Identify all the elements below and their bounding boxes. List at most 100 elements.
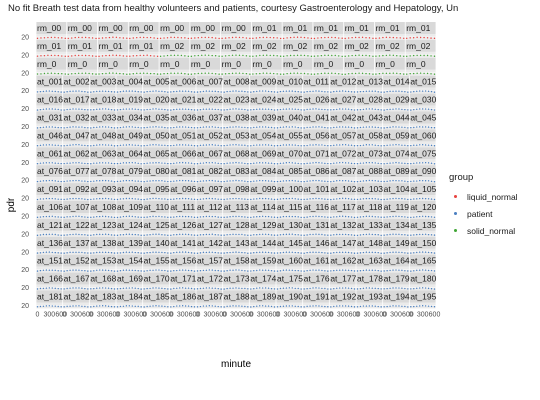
data-point (385, 36, 388, 39)
data-point (361, 36, 364, 39)
data-point (383, 288, 385, 290)
data-point (66, 252, 68, 254)
data-point (99, 180, 101, 182)
data-point (261, 90, 264, 92)
data-point (386, 270, 388, 272)
data-point (66, 305, 68, 308)
data-point (194, 55, 196, 57)
data-point (320, 54, 323, 57)
facet-panel: at_012 (329, 75, 357, 94)
data-point (409, 37, 411, 39)
data-point (288, 197, 291, 200)
data-point (170, 109, 172, 111)
data-point (179, 162, 181, 164)
x-tick-label: 300 (43, 311, 55, 318)
data-point (294, 269, 296, 272)
data-point (214, 251, 216, 254)
facet-strip (356, 165, 383, 178)
data-point (45, 144, 48, 146)
data-point (78, 287, 80, 289)
data-point (300, 91, 302, 93)
data-point (214, 287, 216, 289)
data-point (267, 144, 270, 146)
x-tick-label: 600 (135, 311, 147, 318)
facet-panel: at_063 (89, 147, 117, 166)
data-point (167, 127, 169, 129)
data-point (217, 180, 219, 182)
data-point (90, 216, 92, 219)
facet-strip-label: at_138 (90, 238, 116, 248)
facet-strip-label: at_119 (384, 202, 410, 212)
data-point (199, 180, 202, 182)
data-point (143, 198, 145, 201)
facet-strip (409, 111, 436, 124)
data-point (416, 287, 418, 290)
facet-strip-label: at_019 (117, 95, 143, 105)
data-point (107, 90, 110, 93)
data-point (285, 305, 288, 307)
data-point (155, 251, 157, 253)
facet-panel: at_078 (89, 165, 117, 184)
data-point (87, 91, 89, 93)
data-point (341, 251, 344, 254)
data-point (48, 179, 51, 182)
facet-panel: rm_0 (374, 57, 405, 76)
facet-panel: rm_02 (405, 39, 436, 58)
data-point (424, 126, 427, 128)
data-point (421, 162, 424, 164)
data-point (122, 215, 125, 218)
data-point (140, 288, 142, 290)
data-point (180, 72, 183, 75)
data-point (218, 55, 220, 57)
data-point (45, 90, 48, 92)
data-point (238, 305, 240, 307)
data-point (276, 73, 278, 75)
facet-strip (276, 290, 303, 303)
data-point (398, 126, 400, 128)
y-axis-title: pdr (6, 197, 17, 212)
data-point (339, 215, 341, 218)
data-point (196, 270, 199, 272)
legend-key-patient (449, 207, 462, 220)
data-point (155, 126, 157, 128)
data-point (365, 90, 368, 93)
facet-panel: rm_02 (374, 39, 405, 58)
data-point (205, 144, 208, 146)
data-point (382, 54, 384, 57)
data-point (273, 72, 275, 75)
data-point (427, 269, 430, 272)
data-point (347, 251, 350, 254)
data-point (122, 162, 125, 164)
data-point (81, 108, 83, 111)
facet-panel: at_172 (196, 272, 223, 291)
data-point (232, 90, 234, 92)
data-point (208, 251, 211, 253)
data-point (107, 269, 110, 272)
data-point (279, 90, 282, 93)
data-point (324, 287, 326, 290)
data-point (267, 126, 270, 128)
data-point (330, 91, 332, 93)
data-point (77, 54, 80, 57)
data-point (155, 180, 157, 182)
data-point (401, 90, 403, 93)
data-point (250, 270, 252, 272)
data-point (359, 288, 362, 290)
facet-panel: at_147 (329, 236, 357, 255)
facet-panel: at_150 (409, 236, 437, 255)
facet-strip (67, 22, 98, 34)
data-point (362, 287, 365, 290)
facet-panel: at_168 (89, 272, 117, 291)
facet-strip (276, 165, 303, 178)
data-point (318, 179, 320, 182)
data-point (202, 180, 205, 182)
data-point (146, 36, 148, 39)
data-point (413, 270, 415, 272)
facet-panel: at_181 (36, 290, 63, 309)
data-point (84, 198, 86, 200)
data-point (288, 108, 291, 110)
data-point (306, 288, 308, 290)
data-point (356, 216, 359, 219)
data-point (310, 37, 313, 40)
data-point (377, 91, 379, 93)
